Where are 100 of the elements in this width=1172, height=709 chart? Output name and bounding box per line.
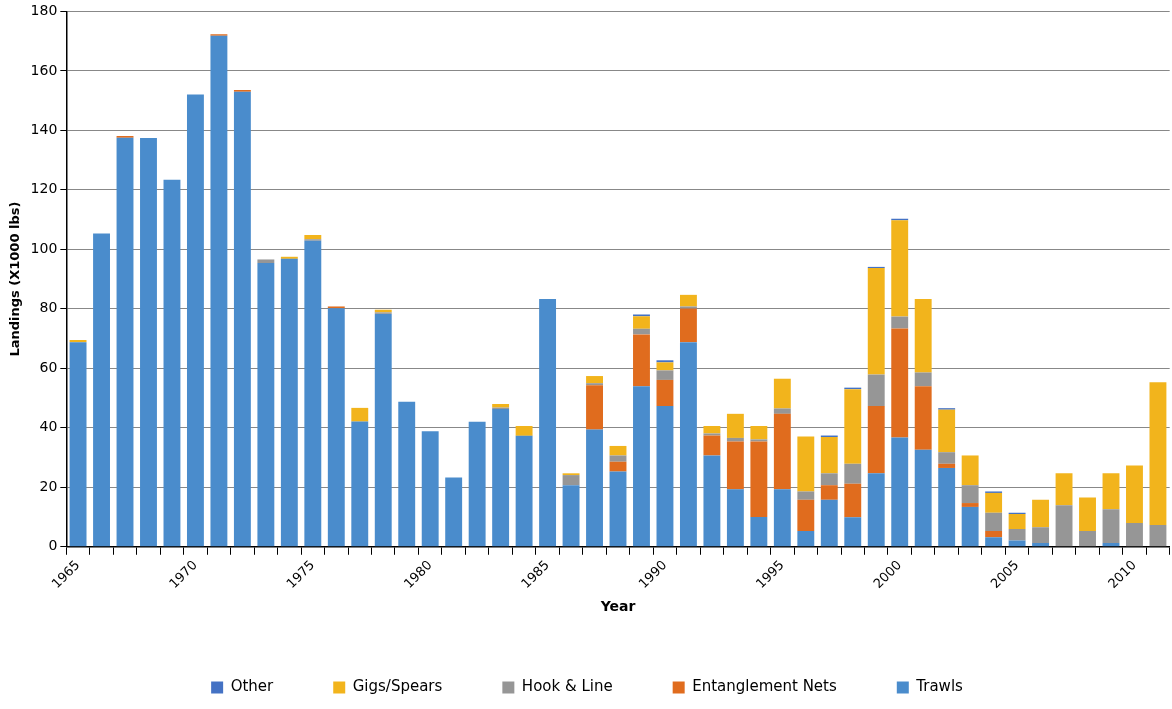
bar	[703, 426, 721, 434]
bar	[679, 308, 697, 343]
y-tick-label: 20	[39, 477, 58, 494]
bar	[116, 137, 134, 547]
legend-label: Entanglement Nets	[692, 677, 837, 696]
bar	[773, 378, 791, 409]
bar	[398, 401, 416, 547]
bar	[1079, 497, 1096, 532]
bar	[163, 179, 181, 547]
bar	[539, 299, 557, 547]
bar	[867, 406, 885, 474]
bar	[820, 437, 838, 474]
bar	[445, 477, 463, 547]
y-tick-label: 40	[39, 418, 58, 435]
bar	[586, 376, 603, 384]
bar	[351, 421, 369, 547]
bar	[773, 408, 791, 414]
bar	[797, 436, 815, 492]
bar	[891, 220, 909, 317]
bar	[492, 409, 510, 547]
bar	[820, 485, 838, 500]
bar	[1102, 509, 1120, 543]
bar	[140, 138, 157, 547]
legend-label: Hook & Line	[521, 677, 613, 696]
bar	[656, 370, 674, 380]
bar	[938, 467, 956, 547]
bar	[867, 374, 885, 407]
bar	[961, 455, 979, 486]
bar	[797, 491, 815, 500]
bar	[703, 433, 721, 436]
bar	[961, 506, 979, 547]
bar	[421, 431, 439, 547]
bar	[609, 471, 627, 547]
y-tick-label: 160	[30, 61, 58, 78]
bar	[656, 362, 674, 371]
bar	[797, 499, 815, 532]
bar	[750, 441, 768, 518]
bar	[186, 94, 204, 547]
x-axis-title: Year	[599, 598, 636, 615]
bar	[679, 342, 697, 547]
bar	[867, 268, 885, 375]
bar	[515, 426, 533, 436]
bar	[820, 473, 838, 486]
bar	[93, 233, 110, 547]
bar	[726, 489, 744, 547]
legend-label: Other	[230, 677, 275, 696]
bar	[985, 492, 1003, 513]
bar	[914, 372, 932, 387]
bar	[1126, 522, 1143, 547]
bar	[844, 389, 862, 464]
bar	[961, 485, 979, 504]
bar	[914, 449, 932, 547]
bar	[750, 426, 768, 440]
bar	[1055, 505, 1073, 547]
bar	[891, 328, 909, 438]
bar	[938, 452, 956, 464]
bar	[773, 489, 791, 547]
bar	[1149, 525, 1167, 547]
bar	[1008, 514, 1026, 529]
bar	[233, 91, 251, 547]
bar	[609, 461, 627, 472]
bar	[750, 439, 768, 442]
bar	[468, 421, 486, 547]
bar	[679, 306, 697, 309]
bar	[726, 441, 744, 490]
bar	[210, 35, 228, 547]
bar	[656, 379, 674, 407]
bar	[985, 531, 1003, 538]
bar	[1055, 473, 1073, 506]
y-tick-label: 80	[39, 299, 58, 316]
bar	[656, 360, 674, 363]
bar	[633, 316, 650, 329]
bar	[327, 308, 345, 547]
bar	[679, 294, 697, 307]
bar	[656, 406, 674, 547]
bar	[562, 475, 580, 486]
bar	[1008, 528, 1026, 541]
bar	[891, 437, 909, 547]
bar	[1079, 531, 1096, 547]
bar	[844, 483, 862, 518]
legend-label: Gigs/Spears	[352, 677, 443, 696]
y-tick-label: 140	[30, 121, 58, 138]
bar	[750, 517, 768, 547]
bar	[985, 512, 1003, 532]
bar	[961, 503, 979, 507]
bar	[351, 407, 369, 422]
bar	[891, 316, 909, 329]
bar	[69, 340, 87, 343]
bar	[703, 455, 721, 547]
legend-label: Trawls	[915, 677, 964, 696]
bar	[844, 463, 862, 484]
bar	[1102, 473, 1120, 510]
bar	[1032, 527, 1050, 543]
bar	[633, 386, 650, 547]
bar	[374, 313, 392, 547]
bar	[586, 429, 603, 547]
bar	[985, 537, 1003, 547]
y-tick-label: 120	[30, 180, 58, 197]
bar	[1126, 465, 1143, 523]
y-tick-label: 60	[39, 358, 58, 375]
